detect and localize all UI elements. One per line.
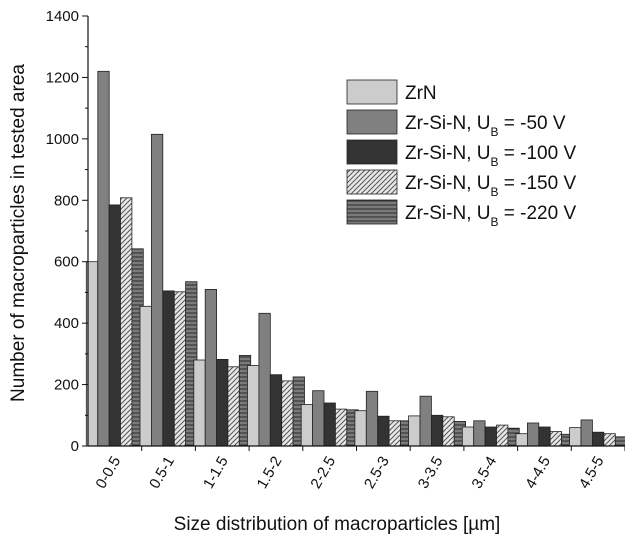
y-tick-label-200: 200 bbox=[54, 377, 79, 394]
bar-1.5-2-series-3 bbox=[281, 380, 294, 447]
bar-2.5-3-series-0 bbox=[354, 410, 367, 447]
bar-1-1.5-series-2 bbox=[216, 358, 229, 447]
y-tick-label-800: 800 bbox=[54, 192, 79, 209]
bar-4.5-5-series-2 bbox=[592, 431, 605, 447]
bar-2-2.5-series-2 bbox=[323, 402, 336, 447]
bar-4-4.5-series-2 bbox=[538, 426, 551, 447]
x-tick-label-4-4.5: 4-4.5 bbox=[522, 454, 554, 492]
legend-swatch-3 bbox=[346, 169, 398, 195]
y-axis-title: Number of macroparticles in tested area bbox=[8, 64, 29, 402]
bar-1-1.5-series-3 bbox=[227, 366, 240, 447]
bar-3-3.5-series-0 bbox=[408, 415, 421, 447]
bar-3.5-4-series-3 bbox=[496, 424, 509, 447]
bar-4.5-5-series-0 bbox=[569, 427, 582, 447]
bar-3.5-4-series-2 bbox=[484, 426, 497, 447]
bar-3-3.5-series-3 bbox=[442, 416, 455, 447]
plot-area: 0 200 400 600 800 1000 1200 1400 0-0.5 0.5-1 1-1.5… bbox=[46, 8, 625, 492]
bar-3.5-4-series-1 bbox=[473, 420, 486, 447]
legend-swatch-4 bbox=[346, 199, 398, 225]
bar-0-0.5-series-1 bbox=[97, 70, 110, 447]
legend: ZrN Zr-Si-N, UB = -50 V Zr-Si-N, UB = -100… bbox=[346, 79, 576, 229]
x-tick-label-1.5-2: 1.5-2 bbox=[254, 454, 286, 492]
x-tick-label-2.5-3: 2.5-3 bbox=[361, 454, 393, 492]
bar-2-2.5-series-3 bbox=[334, 408, 348, 447]
bar-4-4.5-series-0 bbox=[515, 433, 528, 447]
x-tick-label-3.5-4: 3.5-4 bbox=[468, 454, 500, 492]
bar-2-2.5-series-1 bbox=[312, 390, 325, 447]
bar-0.5-1-series-1 bbox=[150, 133, 164, 447]
bar-1.5-2-series-1 bbox=[258, 312, 271, 447]
x-tick-label-1-1.5: 1-1.5 bbox=[200, 454, 232, 492]
legend-label-2: Zr-Si-N, UB = -100 V bbox=[405, 143, 576, 169]
bar-2.5-3-series-3 bbox=[388, 420, 401, 447]
x-tick-label-0.5-1: 0.5-1 bbox=[146, 454, 178, 492]
y-tick-label-1400: 1400 bbox=[46, 8, 79, 25]
bar-4.5-5-series-4 bbox=[614, 436, 625, 447]
bar-0.5-1-series-0 bbox=[139, 305, 152, 447]
y-tick-label-600: 600 bbox=[54, 254, 79, 271]
x-tick-label-2-2.5: 2-2.5 bbox=[307, 454, 339, 492]
bar-4.5-5-series-3 bbox=[603, 433, 616, 447]
bar-2.5-3-series-1 bbox=[365, 390, 379, 447]
x-tick-label-3-3.5: 3-3.5 bbox=[415, 454, 447, 492]
y-tick-label-1200: 1200 bbox=[46, 69, 79, 86]
legend-swatch-1 bbox=[346, 109, 398, 135]
bar-1.5-2-series-2 bbox=[269, 374, 283, 447]
bar-0.5-1-series-3 bbox=[173, 291, 187, 447]
bar-1.5-2-series-0 bbox=[247, 365, 260, 447]
legend-label-1: Zr-Si-N, UB = -50 V bbox=[405, 113, 566, 139]
bar-3-3.5-series-2 bbox=[430, 414, 444, 447]
x-axis-title: Size distribution of macroparticles [µm] bbox=[174, 514, 501, 535]
x-tick-label-4.5-5: 4.5-5 bbox=[576, 454, 608, 492]
y-tick-label-1000: 1000 bbox=[46, 131, 79, 148]
bar-1-1.5-series-1 bbox=[204, 288, 217, 447]
bar-0-0.5-series-3 bbox=[120, 197, 133, 447]
bar-2.5-3-series-2 bbox=[377, 415, 390, 447]
bar-4.5-5-series-1 bbox=[580, 419, 593, 447]
bar-2-2.5-series-0 bbox=[300, 404, 314, 447]
bar-0-0.5-series-2 bbox=[108, 204, 121, 447]
bar-3-3.5-series-1 bbox=[419, 395, 432, 447]
legend-swatch-2 bbox=[346, 139, 398, 165]
y-tick-label-400: 400 bbox=[54, 315, 79, 332]
legend-label-3: Zr-Si-N, UB = -150 V bbox=[405, 173, 576, 199]
y-tick-label-0: 0 bbox=[71, 438, 79, 455]
legend-swatch-0 bbox=[346, 79, 398, 105]
bar-3.5-4-series-0 bbox=[461, 426, 475, 447]
bar-1-1.5-series-0 bbox=[193, 359, 206, 447]
legend-label-0: ZrN bbox=[405, 83, 437, 104]
bar-4-4.5-series-3 bbox=[549, 431, 563, 447]
legend-label-4: Zr-Si-N, UB = -220 V bbox=[405, 203, 576, 229]
bar-4-4.5-series-1 bbox=[527, 422, 540, 447]
x-tick-label-0-0.5: 0-0.5 bbox=[92, 454, 124, 492]
bar-0.5-1-series-2 bbox=[162, 290, 175, 447]
